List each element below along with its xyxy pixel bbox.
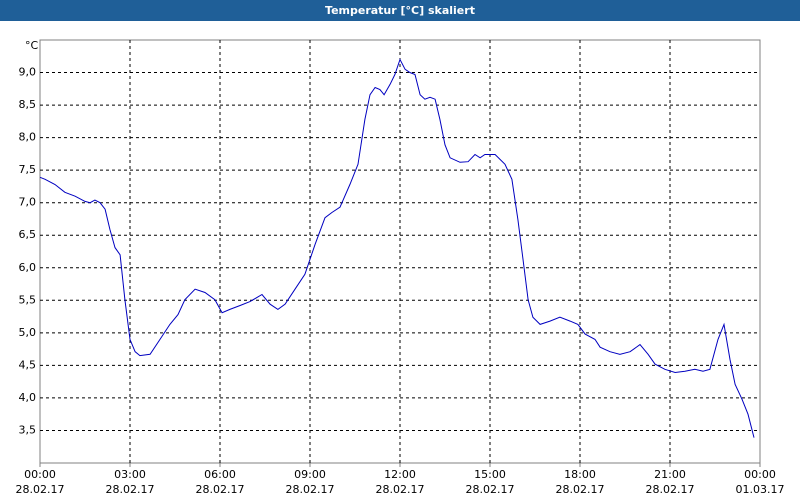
x-tick-date: 28.02.17 <box>646 483 695 496</box>
x-tick-label: 00:00 <box>24 468 56 481</box>
y-tick-label: 7,5 <box>19 163 37 176</box>
x-tick-date: 28.02.17 <box>466 483 515 496</box>
y-unit: °C <box>25 39 39 52</box>
x-tick-date: 01.03.17 <box>736 483 785 496</box>
x-tick-label: 12:00 <box>384 468 416 481</box>
x-tick-label: 03:00 <box>114 468 146 481</box>
chart-title: Temperatur [°C] skaliert <box>325 4 475 17</box>
y-tick-label: 7,0 <box>19 196 37 209</box>
x-tick-label: 06:00 <box>204 468 236 481</box>
y-tick-label: 5,0 <box>19 326 37 339</box>
y-tick-label: 8,0 <box>19 131 37 144</box>
x-tick-label: 21:00 <box>654 468 686 481</box>
y-tick-label: 9,0 <box>19 66 37 79</box>
y-tick-label: 6,0 <box>19 261 37 274</box>
y-tick-label: 6,5 <box>19 228 37 241</box>
y-tick-label: 5,5 <box>19 293 37 306</box>
x-tick-date: 28.02.17 <box>286 483 335 496</box>
x-tick-date: 28.02.17 <box>376 483 425 496</box>
x-tick-date: 28.02.17 <box>196 483 245 496</box>
x-tick-date: 28.02.17 <box>16 483 65 496</box>
x-tick-label: 09:00 <box>294 468 326 481</box>
title-bar <box>0 0 800 21</box>
x-tick-date: 28.02.17 <box>106 483 155 496</box>
x-tick-label: 15:00 <box>474 468 506 481</box>
x-tick-label: 18:00 <box>564 468 596 481</box>
y-tick-label: 4,5 <box>19 358 37 371</box>
y-tick-label: 4,0 <box>19 391 37 404</box>
x-tick-date: 28.02.17 <box>556 483 605 496</box>
y-tick-label: 3,5 <box>19 423 37 436</box>
line-series <box>39 58 755 438</box>
y-tick-label: 8,5 <box>19 98 37 111</box>
x-tick-label: 00:00 <box>744 468 776 481</box>
